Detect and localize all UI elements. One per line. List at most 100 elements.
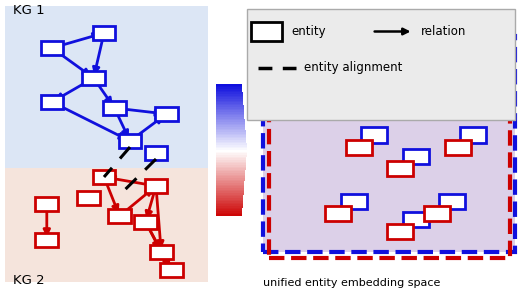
Polygon shape: [216, 161, 246, 163]
Polygon shape: [216, 173, 245, 175]
Polygon shape: [216, 142, 246, 143]
Polygon shape: [216, 194, 243, 196]
Polygon shape: [216, 181, 244, 183]
Polygon shape: [216, 107, 244, 109]
Bar: [372, 82, 398, 98]
Bar: [341, 194, 367, 208]
Text: relation: relation: [421, 25, 466, 38]
Text: entity alignment: entity alignment: [304, 61, 402, 74]
Polygon shape: [216, 109, 244, 110]
Text: KG 1: KG 1: [13, 4, 45, 16]
Polygon shape: [216, 140, 246, 142]
Polygon shape: [216, 213, 242, 214]
Bar: [35, 233, 58, 247]
Polygon shape: [216, 104, 243, 106]
Polygon shape: [216, 134, 246, 135]
Bar: [134, 215, 157, 229]
Polygon shape: [216, 120, 245, 122]
Polygon shape: [216, 153, 246, 155]
Polygon shape: [216, 214, 242, 216]
Polygon shape: [216, 183, 244, 184]
Polygon shape: [216, 155, 246, 157]
Polygon shape: [216, 132, 245, 134]
Bar: [387, 160, 413, 175]
Polygon shape: [216, 148, 247, 150]
Bar: [41, 95, 63, 109]
Bar: [35, 197, 58, 211]
Polygon shape: [216, 184, 244, 186]
Polygon shape: [216, 198, 243, 200]
Bar: [93, 170, 115, 184]
Bar: [424, 206, 450, 220]
Bar: [439, 98, 465, 112]
Polygon shape: [216, 193, 243, 194]
Polygon shape: [216, 114, 244, 116]
Polygon shape: [216, 116, 244, 117]
Polygon shape: [216, 97, 243, 99]
Polygon shape: [216, 87, 242, 89]
Bar: [145, 146, 167, 160]
Polygon shape: [216, 89, 242, 91]
Bar: [445, 140, 471, 154]
Bar: [41, 41, 63, 55]
Bar: [108, 209, 131, 223]
Polygon shape: [216, 137, 246, 139]
Polygon shape: [216, 100, 243, 102]
Polygon shape: [216, 200, 243, 201]
Polygon shape: [216, 135, 246, 137]
Polygon shape: [216, 84, 242, 86]
Polygon shape: [216, 203, 243, 205]
Polygon shape: [216, 110, 244, 112]
Bar: [155, 107, 178, 121]
Bar: [325, 206, 351, 220]
Polygon shape: [216, 196, 243, 198]
Polygon shape: [216, 94, 243, 95]
Polygon shape: [216, 152, 247, 153]
Bar: [150, 245, 173, 259]
Text: KG 2: KG 2: [13, 274, 45, 286]
FancyBboxPatch shape: [5, 168, 208, 282]
Bar: [403, 148, 429, 164]
Bar: [145, 179, 167, 193]
Bar: [455, 85, 481, 100]
Bar: [251, 22, 282, 40]
Polygon shape: [216, 211, 242, 213]
Polygon shape: [216, 168, 245, 170]
Polygon shape: [216, 175, 245, 176]
Bar: [387, 94, 413, 110]
Polygon shape: [216, 205, 243, 206]
FancyBboxPatch shape: [263, 36, 515, 252]
Polygon shape: [216, 145, 246, 147]
Polygon shape: [216, 158, 246, 160]
Bar: [403, 212, 429, 226]
Polygon shape: [216, 191, 244, 193]
Bar: [387, 224, 413, 238]
Polygon shape: [216, 91, 242, 92]
Polygon shape: [216, 122, 245, 124]
Polygon shape: [216, 95, 243, 97]
Polygon shape: [216, 186, 244, 188]
Bar: [460, 128, 486, 142]
FancyBboxPatch shape: [5, 6, 208, 168]
Polygon shape: [216, 99, 243, 100]
Polygon shape: [216, 157, 246, 158]
Bar: [419, 64, 445, 80]
Bar: [82, 71, 105, 85]
Polygon shape: [216, 208, 242, 209]
Polygon shape: [216, 178, 245, 180]
Polygon shape: [216, 128, 245, 130]
Polygon shape: [216, 190, 244, 191]
Polygon shape: [216, 201, 243, 203]
Polygon shape: [216, 150, 247, 152]
Bar: [398, 76, 424, 92]
Bar: [119, 134, 141, 148]
Polygon shape: [216, 170, 245, 171]
Bar: [351, 76, 377, 92]
Polygon shape: [216, 118, 244, 120]
Bar: [361, 128, 387, 142]
Polygon shape: [216, 139, 246, 140]
Polygon shape: [216, 117, 244, 118]
Polygon shape: [216, 130, 245, 132]
Bar: [335, 64, 361, 80]
Bar: [160, 263, 183, 277]
